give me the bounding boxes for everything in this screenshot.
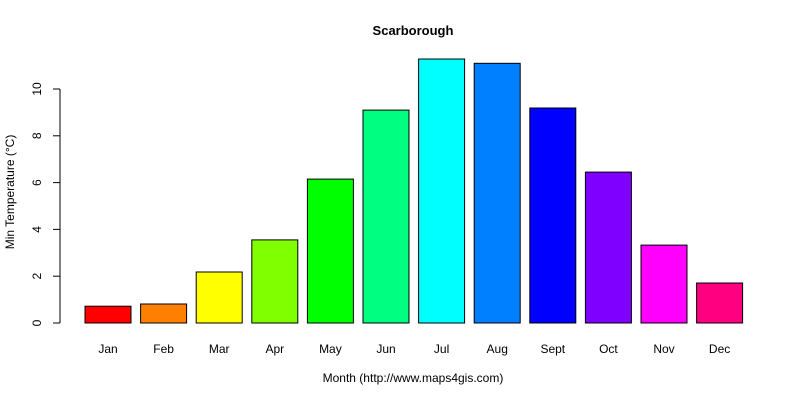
bar-aug (473, 62, 521, 324)
y-tick-label: 4 (30, 226, 44, 233)
x-tick-label: Sept (540, 342, 565, 356)
bar-mar (195, 271, 243, 324)
bar-may (306, 178, 354, 324)
bar-oct (584, 171, 632, 324)
y-tick-label: 2 (30, 273, 44, 280)
x-tick-label: Mar (209, 342, 230, 356)
x-tick-label: Oct (599, 342, 618, 356)
y-tick-label: 10 (30, 82, 44, 96)
y-tick-label: 0 (30, 319, 44, 326)
bar-dec (696, 282, 744, 324)
chart-title: Scarborough (373, 23, 454, 38)
bar-feb (140, 303, 188, 324)
x-tick-label: May (319, 342, 342, 356)
bar-jun (362, 109, 410, 324)
x-tick-label: Apr (265, 342, 284, 356)
bar-sept (529, 107, 577, 324)
x-tick-label: Dec (709, 342, 730, 356)
x-tick-label: Jun (376, 342, 395, 356)
y-axis: 0 2 4 6 8 10 (30, 82, 61, 326)
x-axis-labels: Jan Feb Mar Apr May Jun Jul Aug Sept Oct Nov Dec (98, 342, 730, 356)
x-tick-label: Aug (487, 342, 508, 356)
y-tick-label: 6 (30, 179, 44, 186)
bar-jan (84, 305, 132, 324)
bar-jul (418, 58, 466, 324)
bar-apr (251, 239, 299, 324)
y-tick-label: 8 (30, 132, 44, 139)
x-tick-label: Jan (98, 342, 117, 356)
bar-nov (640, 244, 688, 324)
x-tick-label: Nov (653, 342, 674, 356)
y-axis-title: Min Temperature (°C) (3, 135, 17, 250)
bars-group (84, 58, 744, 324)
x-tick-label: Jul (434, 342, 449, 356)
x-axis-title: Month (http://www.maps4gis.com) (323, 371, 504, 385)
x-tick-label: Feb (153, 342, 174, 356)
